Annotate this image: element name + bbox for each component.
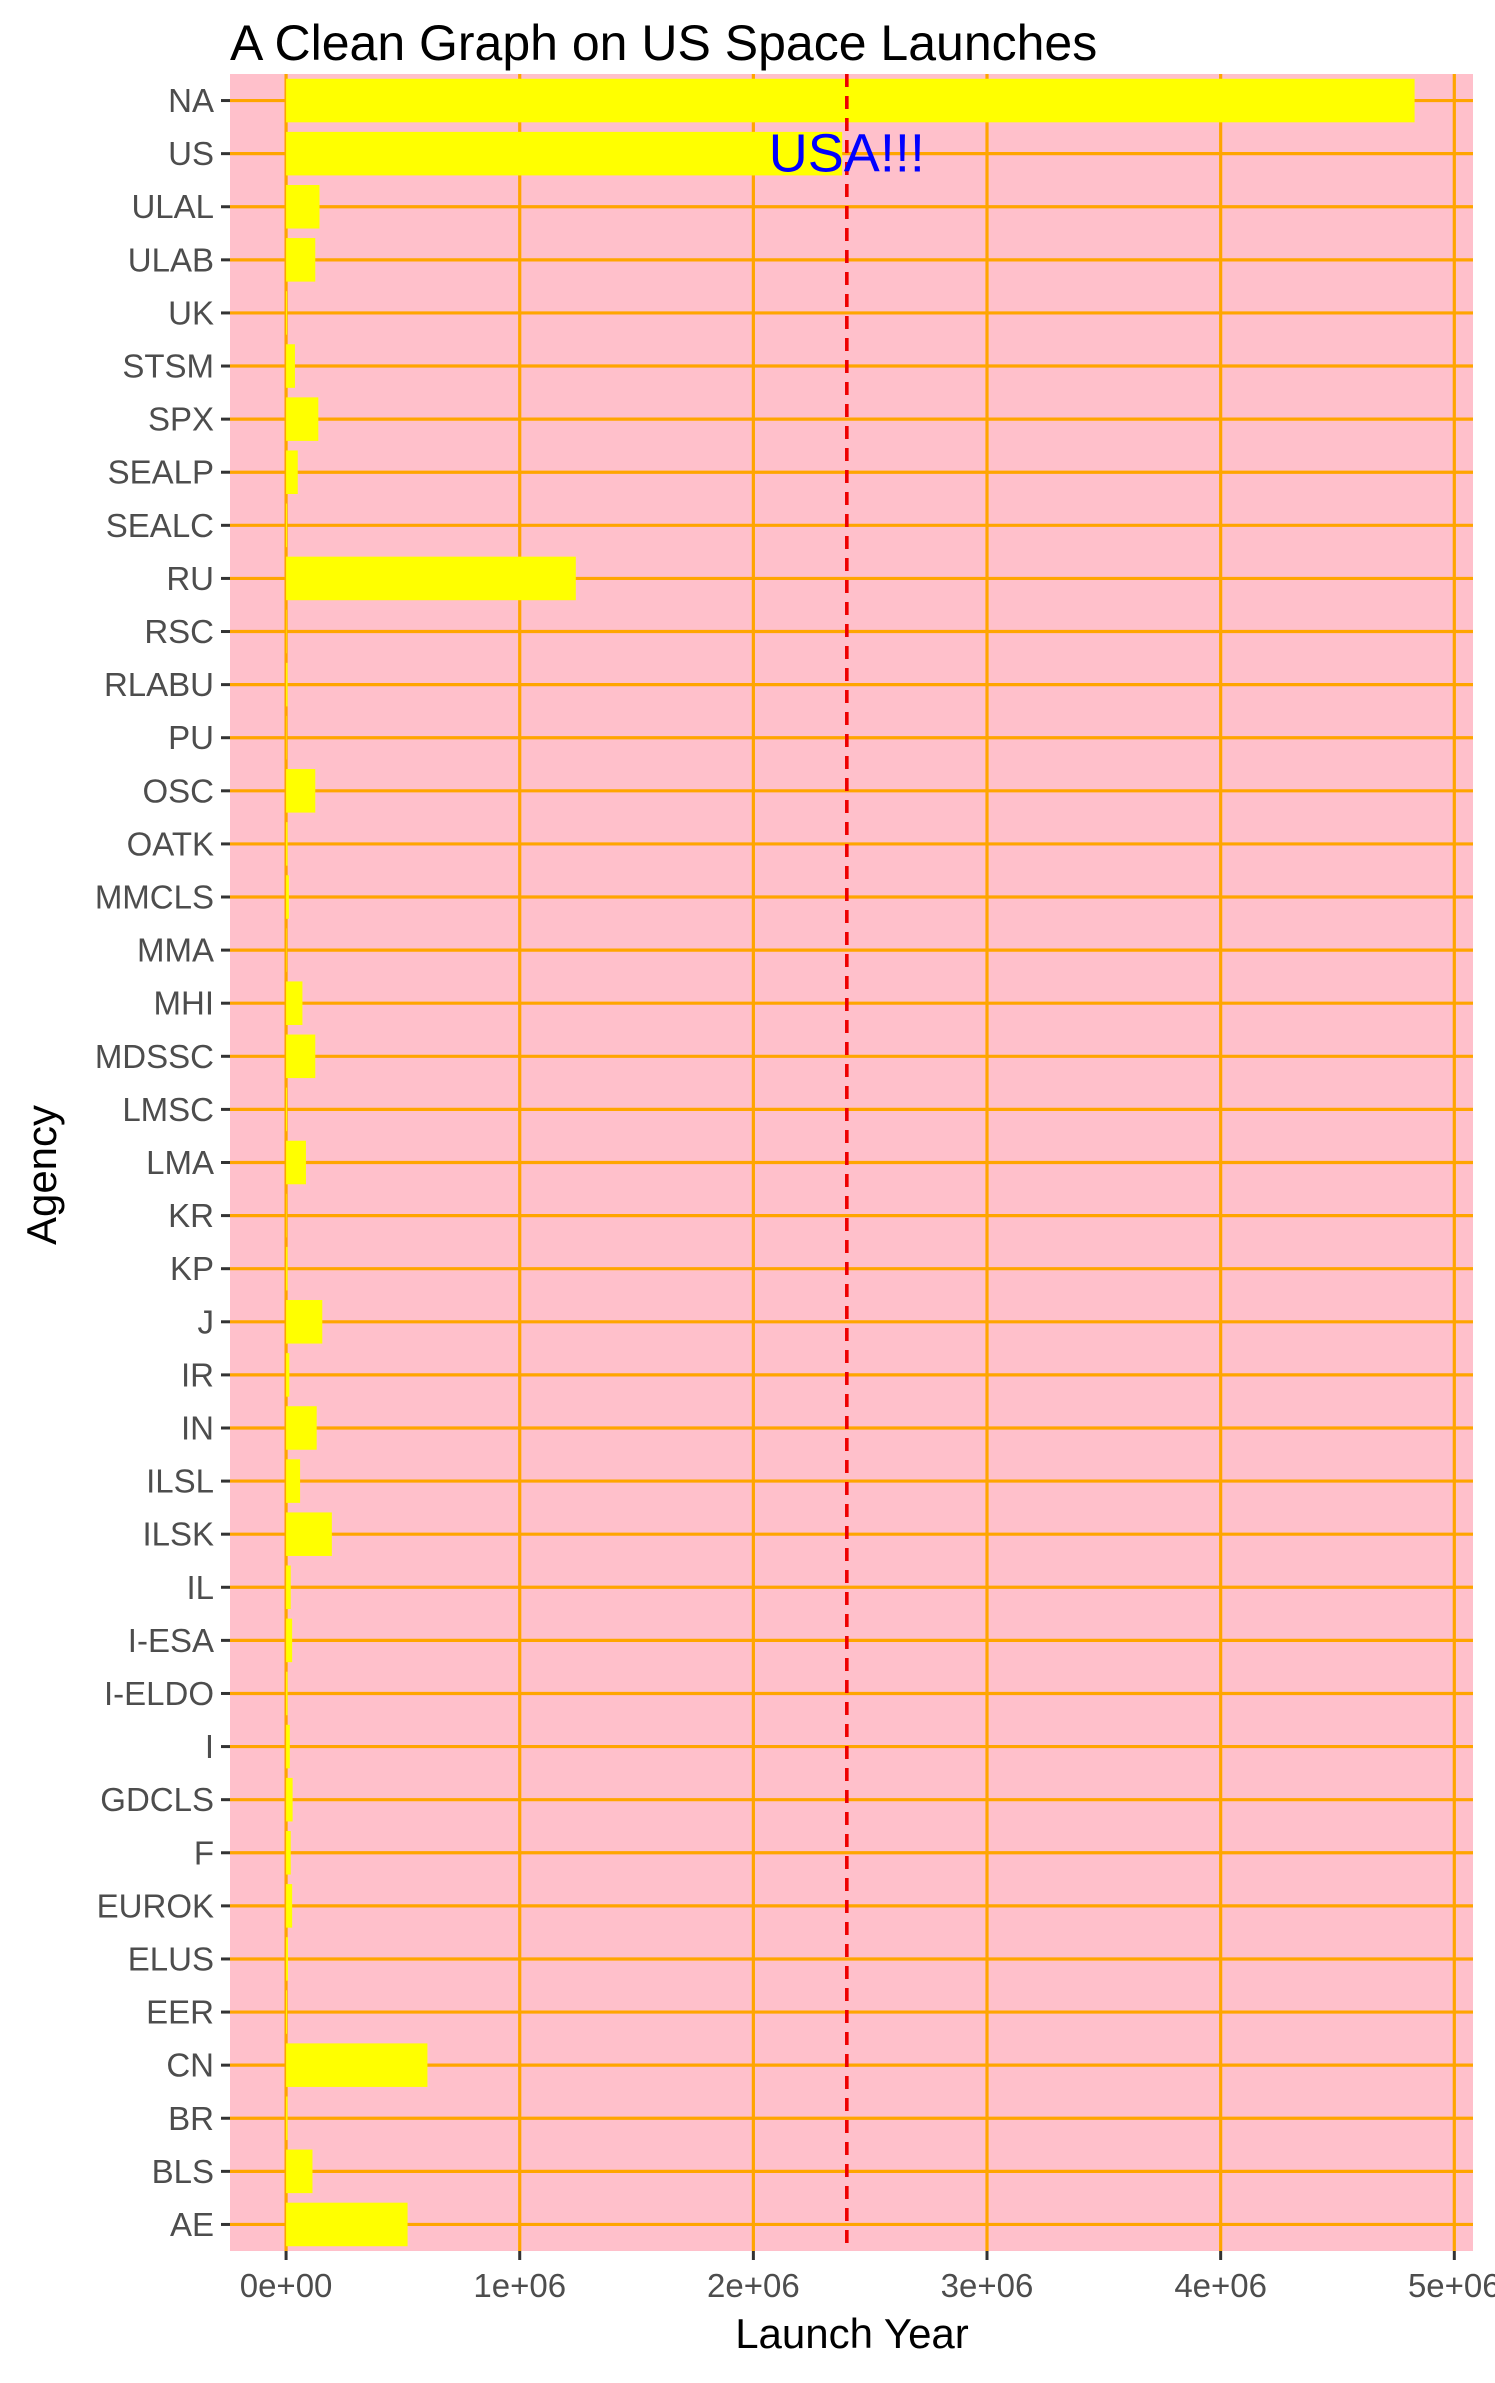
y-tick-label: EER <box>146 1994 214 2031</box>
bar-RU <box>286 556 576 601</box>
y-tick-label: SEALC <box>106 507 214 544</box>
bar-KP <box>286 1246 288 1291</box>
x-tick-label: 2e+06 <box>707 2267 800 2304</box>
y-tick-label: RU <box>166 560 214 597</box>
y-tick-label: PU <box>168 719 214 756</box>
bar-PU <box>286 715 287 760</box>
bar-IN <box>286 1406 317 1450</box>
y-tick-label: MMCLS <box>95 879 214 916</box>
x-tick-label: 5e+06 <box>1408 2267 1495 2304</box>
y-tick-label: NA <box>168 82 214 119</box>
y-tick-label: BR <box>168 2100 214 2137</box>
y-tick-label: ULAB <box>128 241 214 278</box>
bar-SEALP <box>286 450 298 495</box>
y-tick-label: KR <box>168 1197 214 1234</box>
bar-IR <box>286 1353 290 1397</box>
y-axis-title: Agency <box>18 1105 65 1245</box>
bar-EER <box>286 1990 288 2034</box>
bar-I-ELDO <box>286 1671 288 1716</box>
y-tick-label: RLABU <box>104 666 214 703</box>
bar-RLABU <box>286 662 288 707</box>
y-tick-label: AE <box>170 2206 214 2243</box>
y-tick-label: ULAL <box>131 188 214 225</box>
annotation-label: USA!!! <box>769 124 925 184</box>
bar-STSM <box>286 344 295 388</box>
bar-SPX <box>286 397 319 441</box>
y-tick-label: MMA <box>137 932 214 969</box>
bar-US <box>286 131 843 176</box>
bar-OSC <box>286 769 316 813</box>
bars <box>286 78 1415 2247</box>
bar-OATK <box>286 822 288 866</box>
bar-J <box>286 1300 323 1344</box>
bar-KR <box>286 1193 287 1238</box>
y-tick-label: CN <box>166 2047 214 2084</box>
y-tick-label: STSM <box>122 348 214 385</box>
bar-MHI <box>286 981 303 1025</box>
bar-ULAL <box>286 184 320 229</box>
y-tick-label: UK <box>168 294 214 331</box>
y-tick-label: MDSSC <box>95 1038 214 1075</box>
bar-AE <box>286 2202 408 2247</box>
bar-MDSSC <box>286 1034 316 1079</box>
y-tick-label: F <box>194 1834 214 1871</box>
x-axis-title: Launch Year <box>735 2310 969 2357</box>
x-tick-label: 3e+06 <box>941 2267 1034 2304</box>
bar-EUROK <box>286 1884 293 1928</box>
bar-MMA <box>286 928 287 972</box>
bar-SEALC <box>286 503 288 548</box>
chart-title: A Clean Graph on US Space Launches <box>230 15 1097 71</box>
y-tick-label: IL <box>186 1569 214 1606</box>
y-tick-label: MHI <box>154 985 215 1022</box>
y-tick-label: ILSL <box>146 1463 214 1500</box>
y-tick-label: IN <box>181 1409 214 1446</box>
bar-GDCLS <box>286 1777 293 1822</box>
bar-IL <box>286 1565 291 1610</box>
bar-F <box>286 1830 291 1875</box>
y-tick-label: EUROK <box>97 1887 214 1924</box>
y-tick-label: ILSK <box>142 1516 214 1553</box>
y-tick-label: SEALP <box>108 454 214 491</box>
y-tick-label: KP <box>170 1250 214 1287</box>
y-tick-label: I <box>205 1728 214 1765</box>
bar-LMA <box>286 1140 306 1185</box>
bar-RSC <box>286 609 287 654</box>
x-tick-label: 4e+06 <box>1174 2267 1267 2304</box>
bar-LMSC <box>286 1087 288 1132</box>
x-axis: 0e+00 1e+06 2e+06 3e+06 4e+06 5e+06 <box>240 2251 1495 2304</box>
y-tick-label: LMSC <box>122 1091 214 1128</box>
bar-I <box>286 1724 290 1769</box>
annotation-group: USA!!! <box>769 124 925 184</box>
y-tick-label: SPX <box>148 401 214 438</box>
y-tick-label: I-ESA <box>128 1622 214 1659</box>
bar-ELUS <box>286 1937 288 1981</box>
bar-CN <box>286 2043 428 2087</box>
x-tick-label: 1e+06 <box>473 2267 566 2304</box>
bar-BLS <box>286 2149 313 2194</box>
bar-I-ESA <box>286 1618 293 1663</box>
bar-ILSK <box>286 1512 332 1556</box>
bar-ULAB <box>286 238 316 282</box>
bar-MMCLS <box>286 875 289 919</box>
bar-ILSL <box>286 1459 301 1503</box>
y-tick-label: J <box>198 1303 215 1340</box>
x-tick-label: 0e+00 <box>240 2267 333 2304</box>
y-tick-label: ELUS <box>128 1940 214 1977</box>
y-axis: NA US ULAL ULAB UK STSM SPX SEALP SEALC RU RSC RLAB… <box>95 82 230 2243</box>
y-tick-label: OATK <box>127 825 214 862</box>
bar-UK <box>286 291 288 335</box>
y-tick-label: OSC <box>142 772 214 809</box>
y-tick-label: BLS <box>152 2153 214 2190</box>
y-tick-label: IR <box>181 1356 214 1393</box>
y-tick-label: GDCLS <box>100 1781 214 1818</box>
y-tick-label: I-ELDO <box>104 1675 214 1712</box>
bar-NA <box>286 78 1415 123</box>
y-tick-label: LMA <box>146 1144 214 1181</box>
y-tick-label: RSC <box>144 613 214 650</box>
bar-BR <box>286 2096 288 2141</box>
y-tick-label: US <box>168 135 214 172</box>
